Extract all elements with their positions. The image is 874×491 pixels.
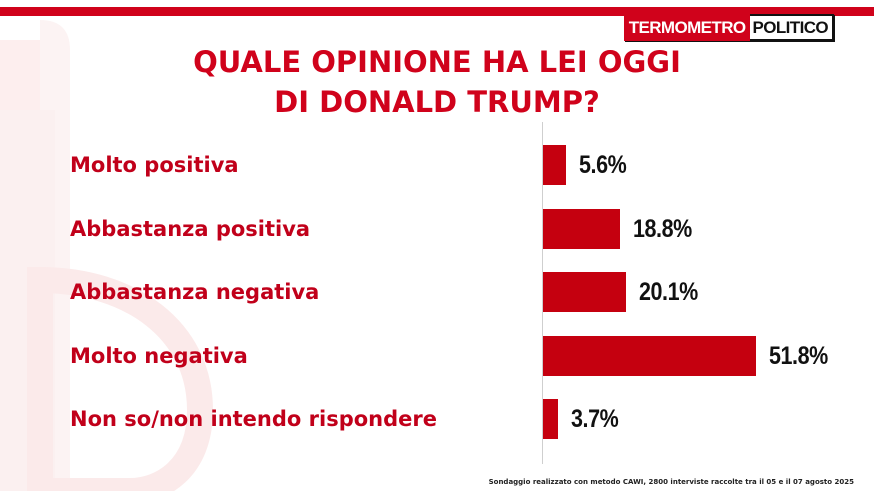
chart-title-line-2: DI DONALD TRUMP? bbox=[274, 85, 600, 119]
category-label: Abbastanza positiva bbox=[70, 216, 311, 241]
chart-axis-line bbox=[542, 122, 543, 464]
value-label: 51.8% bbox=[769, 341, 829, 370]
category-label: Molto positiva bbox=[70, 153, 239, 177]
top-accent-bar bbox=[0, 7, 874, 16]
category-label: Abbastanza negativa bbox=[70, 280, 320, 304]
bar bbox=[543, 208, 621, 249]
survey-footnote: Sondaggio realizzato con metodo CAWI, 28… bbox=[488, 478, 854, 486]
chart-title-line-1: QUALE OPINIONE HA LEI OGGI bbox=[193, 45, 681, 79]
bar bbox=[543, 272, 626, 312]
value-label: 20.1% bbox=[638, 278, 698, 306]
value-label: 5.6% bbox=[579, 151, 627, 179]
value-label: 18.8% bbox=[633, 214, 693, 243]
brand-logo: TERMOMETRO POLITICO bbox=[623, 14, 834, 41]
value-label: 3.7% bbox=[571, 405, 619, 433]
logo-termometro: TERMOMETRO bbox=[623, 14, 750, 41]
bar bbox=[543, 399, 559, 439]
bar bbox=[543, 335, 757, 376]
category-label: Molto negativa bbox=[70, 343, 248, 368]
bar bbox=[543, 145, 567, 185]
logo-politico: POLITICO bbox=[749, 14, 834, 41]
chart-title: QUALE OPINIONE HA LEI OGGI DI DONALD TRU… bbox=[0, 42, 874, 122]
category-label: Non so/non intendo rispondere bbox=[70, 407, 437, 431]
